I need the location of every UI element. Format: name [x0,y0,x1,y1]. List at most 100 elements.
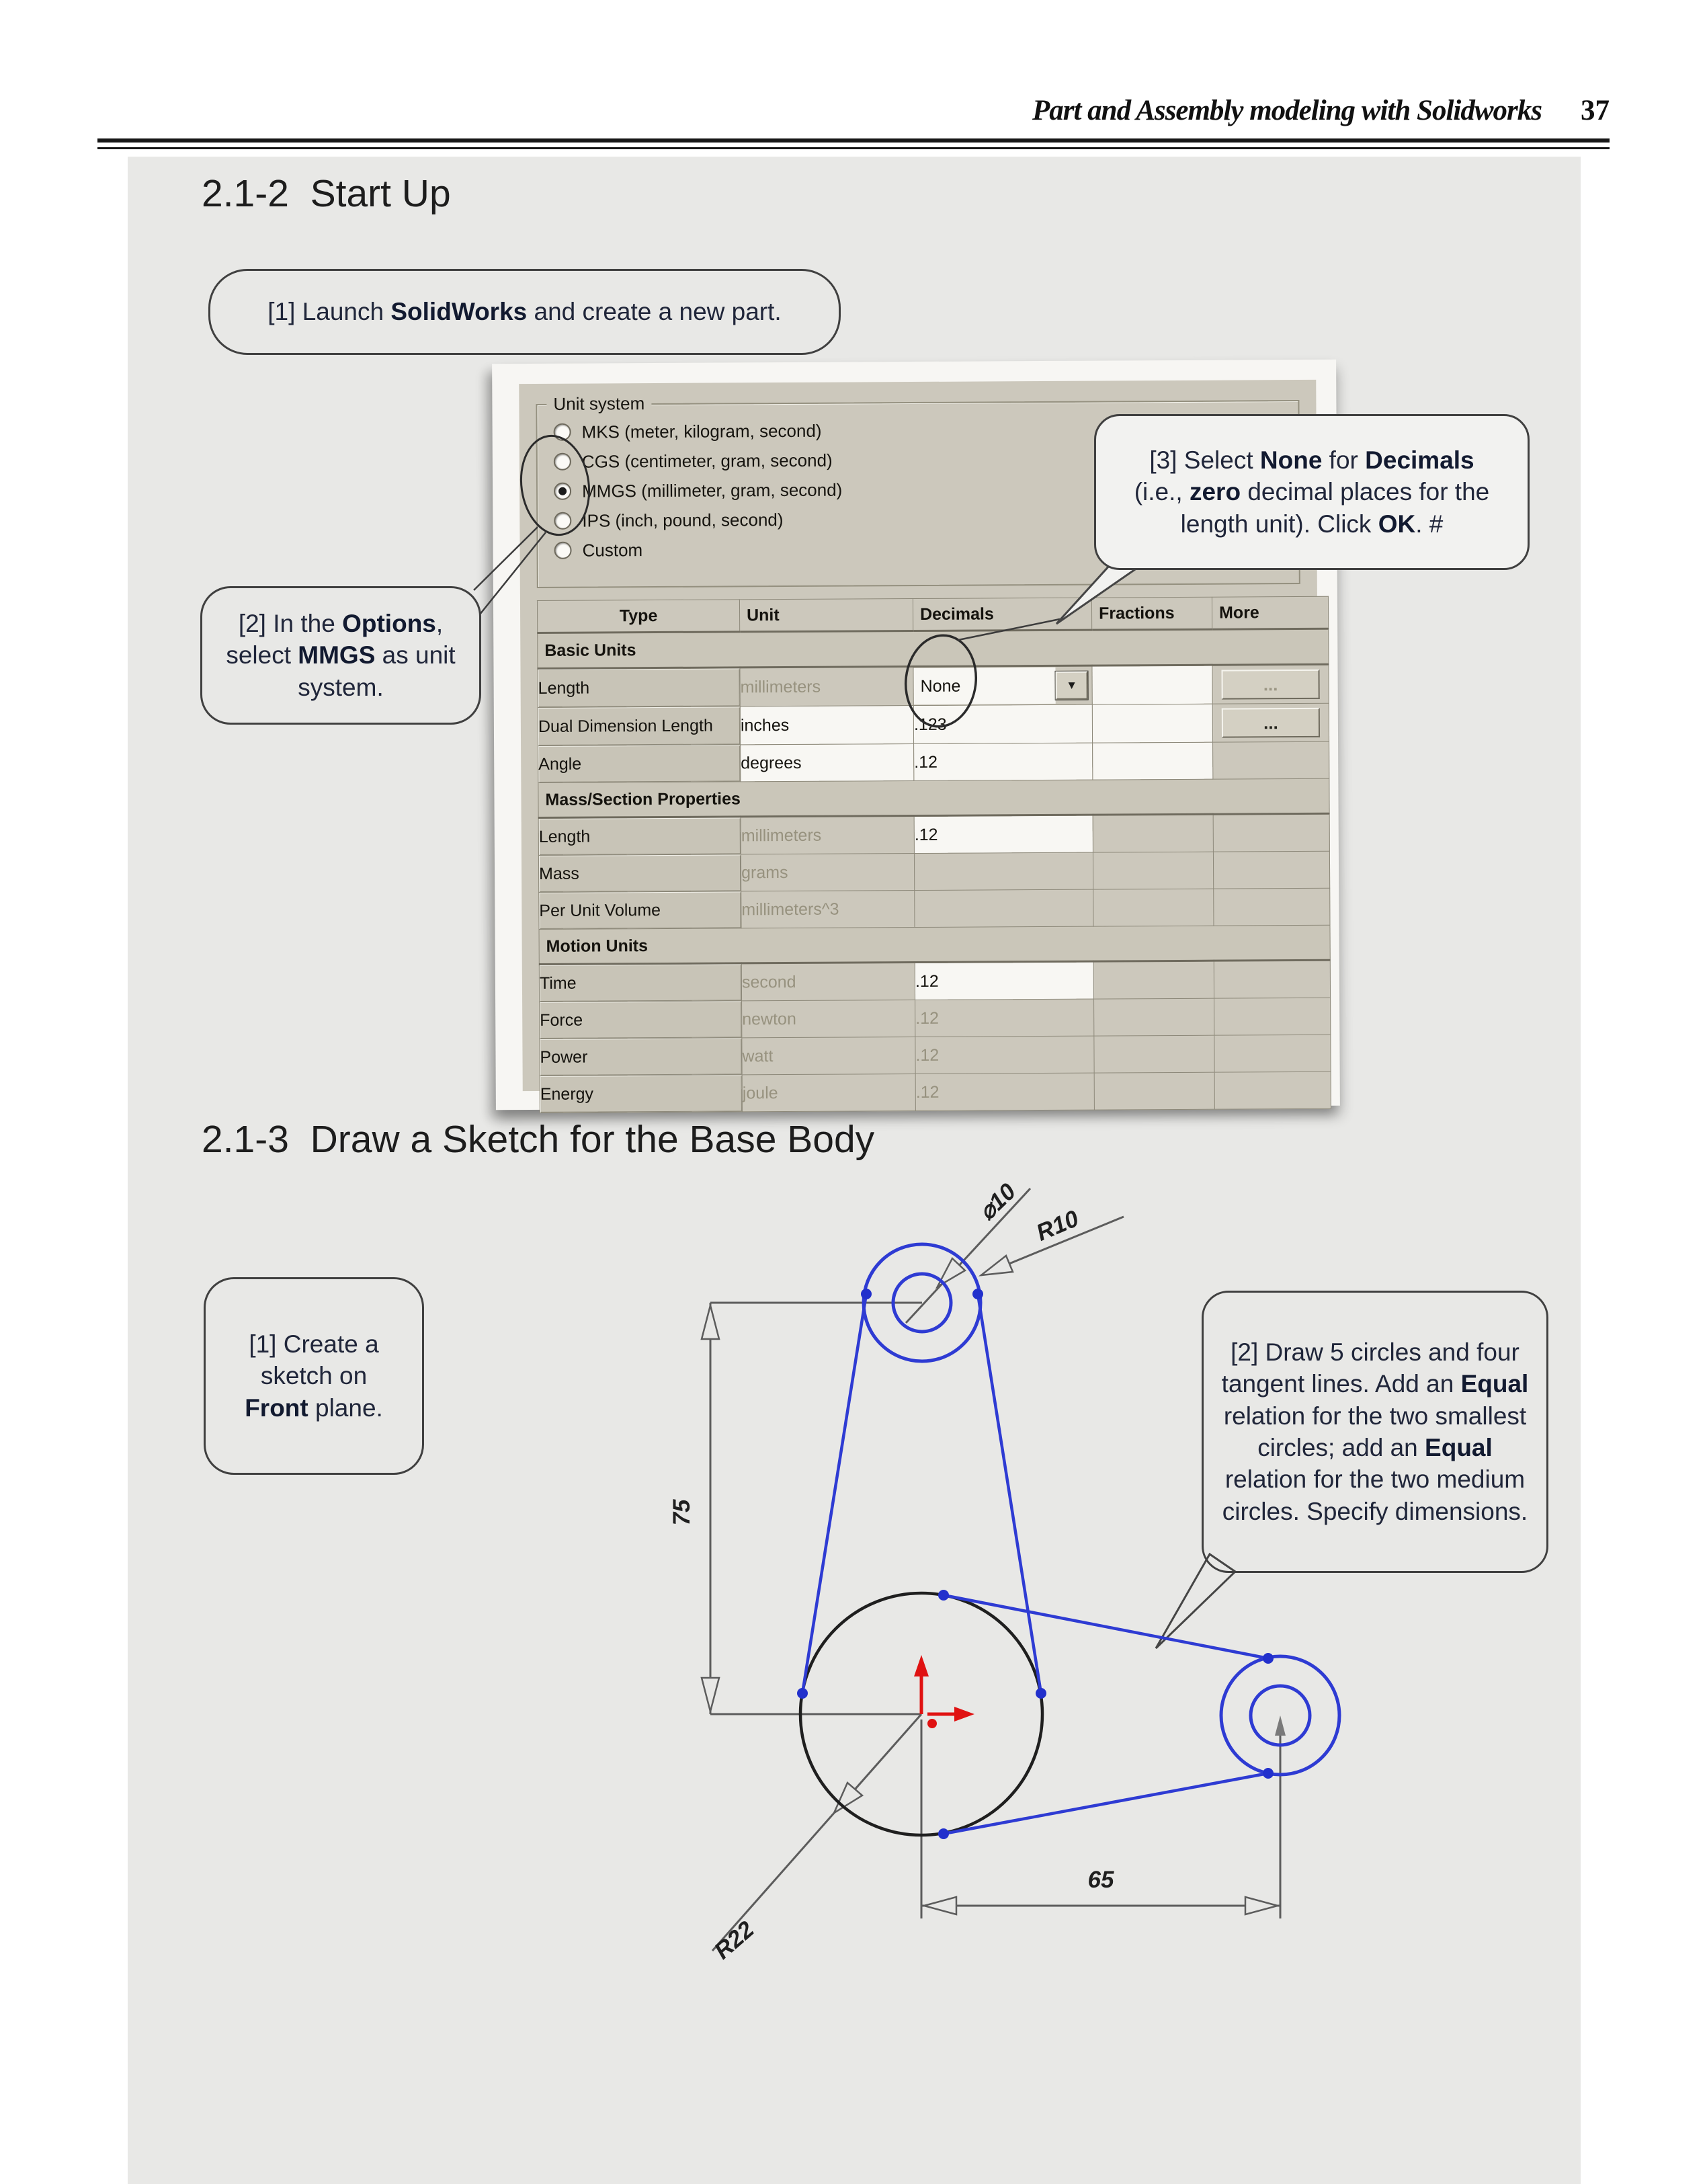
unit-cell[interactable]: inches [740,705,914,745]
section-label: Basic Units [537,629,1329,669]
col-header-type: Type [537,599,740,633]
fractions-cell [1094,1072,1215,1110]
table-row: Time second .12 [539,960,1331,1002]
units-table: Type Unit Decimals Fractions More Basic … [536,596,1331,1113]
unit-cell: millimeters^3 [741,890,915,928]
fractions-cell [1093,998,1214,1037]
table-row: Dual Dimension Length inches .123... [538,703,1329,746]
section-label: Motion Units [539,925,1331,965]
table-row: Energy joule .12 [540,1071,1331,1113]
section-label: Mass/Section Properties [538,778,1330,818]
more-cell [1213,888,1330,926]
table-row: Length millimeters .12 [538,813,1330,856]
decimals-cell [914,852,1093,891]
callout-draw-circles: [2] Draw 5 circles and four tangent lines… [1202,1291,1548,1573]
unit-cell: joule [742,1074,916,1112]
callout-select-none-decimals: [3] Select None for Decimals (i.e., zero … [1094,414,1530,570]
fractions-cell[interactable] [1092,704,1213,743]
more-cell [1214,1071,1331,1110]
radio-button-icon[interactable] [553,452,571,471]
type-cell: Angle [538,744,741,783]
callout-launch-solidworks: [1] Launch SolidWorks and create a new p… [208,269,841,355]
fractions-cell[interactable] [1092,742,1213,780]
radio-button-icon[interactable] [554,512,572,530]
page-header: Part and Assembly modeling with Solidwor… [97,94,1610,127]
table-row: Force newton .12 [539,998,1331,1039]
type-cell: Time [539,963,742,1002]
col-header-unit: Unit [739,598,913,632]
unit-cell: millimeters [741,815,915,854]
table-row: Length millimeters None ▼... [537,664,1329,708]
fractions-cell [1093,889,1214,927]
type-cell: Per Unit Volume [538,891,742,930]
callout-select-mmgs: [2] In the Options, select MMGS as unit sy… [200,586,481,725]
radio-button-icon[interactable] [554,482,572,500]
fractions-cell[interactable] [1091,665,1213,705]
table-row: Per Unit Volume millimeters^3 [538,888,1330,930]
more-cell [1214,960,1331,999]
decimals-dropdown[interactable]: None ▼ [913,667,1091,705]
col-header-fractions: Fractions [1091,597,1212,631]
section-heading-startup: 2.1-2 Start Up [202,172,451,215]
type-cell: Force [539,1000,742,1039]
decimals-cell[interactable]: .123 [913,704,1093,744]
header-double-rule [97,138,1610,149]
type-cell: Length [538,816,741,856]
more-cell [1213,851,1330,889]
more-cell [1213,813,1330,852]
radio-option-label: Custom [582,539,643,561]
section-heading-sketch: 2.1-3 Draw a Sketch for the Base Body [202,1118,875,1161]
unit-cell[interactable]: degrees [740,743,914,782]
unit-cell: second [741,962,915,1001]
fractions-cell [1093,961,1214,1000]
more-cell [1214,998,1331,1036]
fractions-cell [1093,852,1214,890]
decimals-cell: .12 [915,1073,1095,1111]
more-options-button[interactable]: ... [1222,707,1320,738]
col-header-more: More [1212,596,1329,630]
more-cell [1212,741,1329,780]
unit-cell: grams [741,853,915,891]
radio-option-label: MMGS (millimeter, gram, second) [582,479,843,501]
type-cell: Power [539,1037,743,1076]
units-table-body: Basic Units Length millimeters None ▼... Dual… [537,629,1331,1113]
type-cell: Mass [538,854,741,893]
decimals-cell [914,889,1093,928]
decimals-cell[interactable]: .12 [915,961,1094,1000]
decimals-cell[interactable]: None ▼ [913,665,1093,706]
decimals-cell: .12 [915,1036,1095,1074]
decimals-cell: .12 [915,999,1094,1037]
table-row: Mass grams [538,851,1330,893]
table-section-row: Motion Units [539,925,1331,965]
type-cell: Length [537,667,741,708]
table-section-row: Basic Units [537,629,1329,669]
callout-create-sketch-front: [1] Create a sketch on Front plane. [204,1277,424,1475]
decimals-cell[interactable]: .12 [913,743,1093,781]
unit-cell: newton [741,1000,915,1038]
dropdown-arrow-icon[interactable]: ▼ [1055,671,1088,700]
units-table-header-row: Type Unit Decimals Fractions More [537,596,1329,633]
unit-system-label: Unit system [546,393,652,415]
radio-option-label: IPS (inch, pound, second) [582,509,784,531]
decimals-dropdown-value[interactable]: None [913,667,1056,705]
more-cell: ... [1212,664,1329,704]
radio-option-label: CGS (centimeter, gram, second) [581,450,833,472]
more-options-button[interactable]: ... [1221,669,1320,700]
radio-option-label: MKS (meter, kilogram, second) [581,420,822,442]
unit-cell: watt [741,1037,916,1075]
radio-button-icon[interactable] [553,423,571,441]
decimals-cell[interactable]: .12 [914,815,1093,854]
fractions-cell [1093,814,1214,853]
type-cell: Dual Dimension Length [538,706,741,746]
unit-cell: millimeters [739,666,914,706]
table-row: Power watt .12 [539,1035,1331,1076]
table-section-row: Mass/Section Properties [538,778,1330,818]
col-header-decimals: Decimals [913,598,1092,631]
page-number: 37 [1581,95,1610,126]
more-cell: ... [1212,703,1329,743]
fractions-cell [1093,1035,1215,1074]
table-row: Angle degrees .12 [538,741,1329,783]
running-header-title: Part and Assembly modeling with Solidwor… [1032,95,1542,126]
radio-button-icon[interactable] [554,541,572,559]
